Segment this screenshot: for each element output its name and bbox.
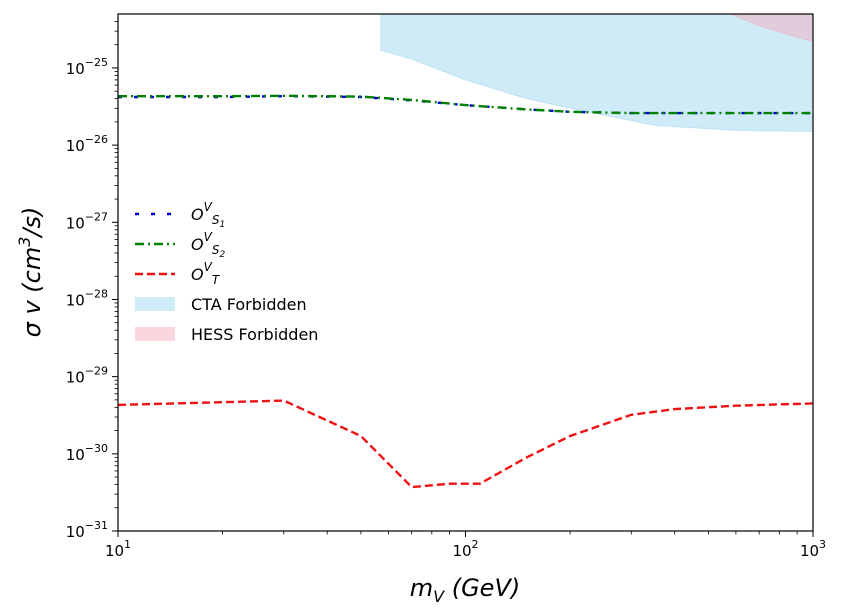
x-tick-label: 102	[452, 538, 478, 560]
x-tick-label: 101	[105, 538, 131, 560]
legend-swatch-region-1	[135, 297, 175, 311]
region-cta-forbidden	[380, 14, 813, 133]
legend-label-3: OVT	[191, 260, 221, 287]
legend-label-region-1: CTA Forbidden	[191, 295, 307, 314]
x-axis-ticks: 101 102 103	[105, 531, 826, 560]
y-tick-label: 10−28	[66, 287, 108, 309]
y-tick-label: 10−25	[66, 56, 108, 78]
series-lines	[118, 94, 813, 489]
y-axis-label: σ v (cm3/s)	[15, 207, 46, 338]
y-axis-ticks: 10−31 10−30 10−29 10−28 10−27 10−26 10−25	[66, 21, 118, 541]
legend-swatch-region-2	[135, 327, 175, 341]
series-line-3	[118, 399, 813, 489]
forbidden-regions	[380, 14, 813, 133]
series-line-2	[118, 94, 813, 115]
legend-label-1: OVS1	[191, 200, 225, 230]
y-tick-label: 10−27	[66, 210, 108, 232]
y-tick-label: 10−29	[66, 365, 108, 387]
y-tick-label: 10−30	[66, 442, 108, 464]
region-hess-forbidden	[730, 14, 813, 43]
legend-label-2: OVS2	[191, 230, 225, 260]
x-axis-label: mV (GeV)	[410, 574, 520, 606]
y-tick-label: 10−31	[66, 519, 108, 541]
x-tick-label: 103	[800, 538, 826, 560]
legend-label-region-2: HESS Forbidden	[191, 325, 318, 344]
y-tick-label: 10−26	[66, 133, 108, 155]
